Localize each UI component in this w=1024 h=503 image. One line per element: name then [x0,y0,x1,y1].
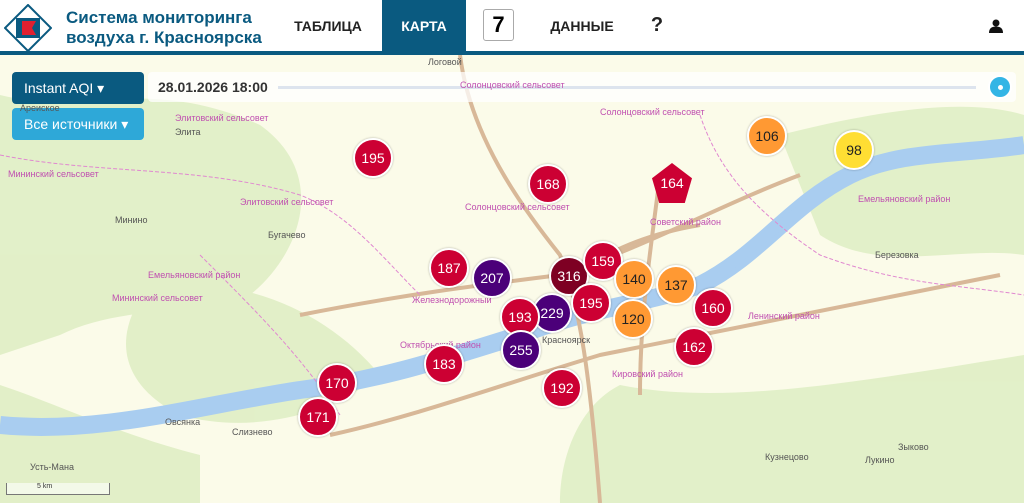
user-icon[interactable] [989,19,1003,33]
place-label: Ленинский район [748,311,820,321]
nav-map[interactable]: КАРТА [382,0,466,51]
header: Система мониторинга воздуха г. Красноярск… [0,0,1024,55]
place-label: Элитовский сельсовет [175,113,269,123]
source-select[interactable]: Все источники ▾ [12,108,144,140]
aqi-marker[interactable]: 195 [353,138,393,178]
place-label: Лукино [865,455,895,465]
app-title[interactable]: Система мониторинга воздуха г. Красноярск… [66,8,262,47]
aqi-marker[interactable]: 195 [571,283,611,323]
place-label: Емельяновский район [858,194,951,204]
place-label: Мининский сельсовет [8,169,99,179]
place-label: Солонцовский сельсовет [600,107,705,117]
place-label: Мининский сельсовет [112,293,203,303]
place-label: Логовой [428,57,462,67]
aqi-marker[interactable]: 183 [424,344,464,384]
aqi-marker[interactable]: 98 [834,130,874,170]
aqi-marker[interactable]: 160 [693,288,733,328]
aqi-marker[interactable]: 140 [614,259,654,299]
place-label: Ареиское [20,103,60,113]
aqi-marker[interactable]: 187 [429,248,469,288]
aqi-marker[interactable]: 120 [613,299,653,339]
place-label: Зыково [898,442,929,452]
aqi-marker[interactable]: 207 [472,258,512,298]
place-label: Овсянка [165,417,201,427]
place-label: Емельяновский район [148,270,241,280]
place-label: Кузнецово [765,452,809,462]
place-label: Солонцовский сельсовет [460,80,565,90]
aqi-marker[interactable]: 171 [298,397,338,437]
map-tiles [0,55,1024,503]
place-label: Слизнево [232,427,273,437]
place-label: Усть-Мана [30,462,75,472]
aqi-marker[interactable]: 192 [542,368,582,408]
nav-badge[interactable]: 7 [483,9,514,41]
place-label: Элита [175,127,201,137]
place-label: Железнодорожный [412,295,492,305]
aqi-marker[interactable]: 170 [317,363,357,403]
place-label: Бугачево [268,230,306,240]
slider-track[interactable] [278,86,976,89]
caret-down-icon: ▾ [121,116,129,132]
aqi-marker[interactable]: 168 [528,164,568,204]
place-label: Кировский район [612,369,683,379]
index-select[interactable]: Instant AQI ▾ [12,72,144,104]
aqi-marker[interactable]: 162 [674,327,714,367]
place-label: Элитовский сельсовет [240,197,334,207]
map[interactable]: Instant AQI ▾ Все источники ▾ 28.01.2026… [0,55,1024,503]
nav-table[interactable]: ТАБЛИЦА [294,17,362,34]
nav-help[interactable]: ? [650,14,664,36]
aqi-marker[interactable]: 255 [501,330,541,370]
scale-bar: 5 km [6,483,110,495]
place-label: Солонцовский сельсовет [465,202,570,212]
place-label: Березовка [875,250,919,260]
caret-down-icon: ▾ [97,80,105,96]
datetime-label: 28.01.2026 18:00 [158,79,268,95]
nav-data[interactable]: ДАННЫЕ [550,17,614,34]
aqi-marker[interactable]: 106 [747,116,787,156]
time-slider[interactable]: 28.01.2026 18:00 [148,72,1016,102]
slider-handle[interactable] [988,75,1012,99]
aqi-marker[interactable]: 137 [656,265,696,305]
place-label: Советский район [650,217,721,227]
place-label: Минино [115,215,148,225]
place-label: Красноярск [542,335,591,345]
logo[interactable] [4,4,52,52]
